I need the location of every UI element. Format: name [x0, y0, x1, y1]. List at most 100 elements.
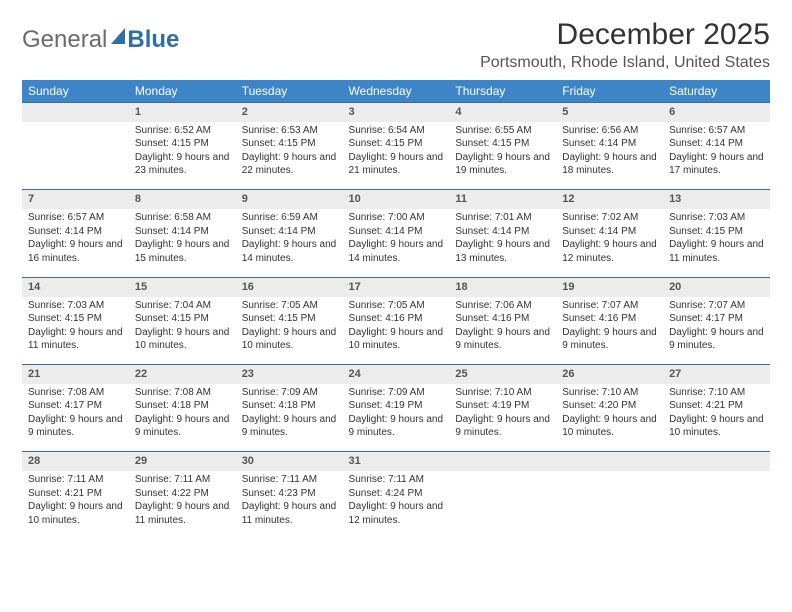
- day-number-cell: 5: [556, 103, 663, 122]
- day-content-cell: Sunrise: 6:58 AMSunset: 4:14 PMDaylight:…: [129, 209, 236, 277]
- week-content-row: Sunrise: 6:52 AMSunset: 4:15 PMDaylight:…: [22, 122, 770, 190]
- day-number-cell: 18: [449, 277, 556, 296]
- day-number-cell: 2: [236, 103, 343, 122]
- daylight-text: Daylight: 9 hours and 9 minutes.: [455, 413, 550, 440]
- day-number-cell: 8: [129, 190, 236, 209]
- day-header: Monday: [129, 80, 236, 103]
- sunset-text: Sunset: 4:15 PM: [349, 137, 444, 151]
- day-content-cell: Sunrise: 7:08 AMSunset: 4:17 PMDaylight:…: [22, 384, 129, 452]
- daylight-text: Daylight: 9 hours and 10 minutes.: [135, 326, 230, 353]
- day-number-cell: 11: [449, 190, 556, 209]
- day-number-cell: 1: [129, 103, 236, 122]
- day-content-cell: Sunrise: 6:57 AMSunset: 4:14 PMDaylight:…: [663, 122, 770, 190]
- week-number-row: 21222324252627: [22, 365, 770, 384]
- sunrise-text: Sunrise: 7:07 AM: [669, 299, 764, 313]
- day-number-cell: 16: [236, 277, 343, 296]
- page-title: December 2025: [480, 18, 770, 52]
- day-header: Saturday: [663, 80, 770, 103]
- sunset-text: Sunset: 4:14 PM: [135, 225, 230, 239]
- sunset-text: Sunset: 4:15 PM: [242, 312, 337, 326]
- sunset-text: Sunset: 4:23 PM: [242, 487, 337, 501]
- sunrise-text: Sunrise: 7:05 AM: [242, 299, 337, 313]
- sunrise-text: Sunrise: 7:10 AM: [455, 386, 550, 400]
- day-content-cell: Sunrise: 6:56 AMSunset: 4:14 PMDaylight:…: [556, 122, 663, 190]
- day-header: Thursday: [449, 80, 556, 103]
- week-number-row: 123456: [22, 103, 770, 122]
- sunset-text: Sunset: 4:15 PM: [135, 312, 230, 326]
- day-number-cell: 21: [22, 365, 129, 384]
- day-content-cell: Sunrise: 7:01 AMSunset: 4:14 PMDaylight:…: [449, 209, 556, 277]
- day-number-cell: [663, 452, 770, 471]
- sunrise-text: Sunrise: 7:07 AM: [562, 299, 657, 313]
- day-number-cell: 27: [663, 365, 770, 384]
- daylight-text: Daylight: 9 hours and 22 minutes.: [242, 151, 337, 178]
- daylight-text: Daylight: 9 hours and 16 minutes.: [28, 238, 123, 265]
- day-number-cell: 9: [236, 190, 343, 209]
- daylight-text: Daylight: 9 hours and 9 minutes.: [28, 413, 123, 440]
- sunrise-text: Sunrise: 7:03 AM: [669, 211, 764, 225]
- sunrise-text: Sunrise: 7:09 AM: [349, 386, 444, 400]
- sunrise-text: Sunrise: 7:06 AM: [455, 299, 550, 313]
- sunset-text: Sunset: 4:19 PM: [455, 399, 550, 413]
- day-number-cell: 3: [343, 103, 450, 122]
- sunrise-text: Sunrise: 7:03 AM: [28, 299, 123, 313]
- sunrise-text: Sunrise: 7:01 AM: [455, 211, 550, 225]
- day-number-cell: 26: [556, 365, 663, 384]
- sunrise-text: Sunrise: 7:11 AM: [135, 473, 230, 487]
- day-content-cell: Sunrise: 6:52 AMSunset: 4:15 PMDaylight:…: [129, 122, 236, 190]
- sunrise-text: Sunrise: 6:52 AM: [135, 124, 230, 138]
- daylight-text: Daylight: 9 hours and 9 minutes.: [669, 326, 764, 353]
- sunset-text: Sunset: 4:15 PM: [28, 312, 123, 326]
- day-content-cell: Sunrise: 6:54 AMSunset: 4:15 PMDaylight:…: [343, 122, 450, 190]
- day-content-cell: Sunrise: 6:59 AMSunset: 4:14 PMDaylight:…: [236, 209, 343, 277]
- sunset-text: Sunset: 4:14 PM: [669, 137, 764, 151]
- sunset-text: Sunset: 4:21 PM: [28, 487, 123, 501]
- day-content-cell: Sunrise: 7:09 AMSunset: 4:18 PMDaylight:…: [236, 384, 343, 452]
- sunset-text: Sunset: 4:15 PM: [135, 137, 230, 151]
- day-number-cell: 6: [663, 103, 770, 122]
- daylight-text: Daylight: 9 hours and 17 minutes.: [669, 151, 764, 178]
- day-content-cell: Sunrise: 7:04 AMSunset: 4:15 PMDaylight:…: [129, 297, 236, 365]
- logo-triangle-icon: [111, 28, 125, 44]
- sunrise-text: Sunrise: 6:58 AM: [135, 211, 230, 225]
- sunrise-text: Sunrise: 6:56 AM: [562, 124, 657, 138]
- day-content-cell: Sunrise: 7:05 AMSunset: 4:15 PMDaylight:…: [236, 297, 343, 365]
- daylight-text: Daylight: 9 hours and 9 minutes.: [455, 326, 550, 353]
- day-number-cell: 22: [129, 365, 236, 384]
- day-number-cell: 25: [449, 365, 556, 384]
- day-content-cell: Sunrise: 6:53 AMSunset: 4:15 PMDaylight:…: [236, 122, 343, 190]
- daylight-text: Daylight: 9 hours and 10 minutes.: [349, 326, 444, 353]
- day-content-cell: Sunrise: 7:05 AMSunset: 4:16 PMDaylight:…: [343, 297, 450, 365]
- sunset-text: Sunset: 4:16 PM: [562, 312, 657, 326]
- calendar-header: SundayMondayTuesdayWednesdayThursdayFrid…: [22, 80, 770, 103]
- day-content-cell: Sunrise: 7:10 AMSunset: 4:19 PMDaylight:…: [449, 384, 556, 452]
- daylight-text: Daylight: 9 hours and 21 minutes.: [349, 151, 444, 178]
- day-number-cell: 15: [129, 277, 236, 296]
- day-number-cell: 19: [556, 277, 663, 296]
- sunrise-text: Sunrise: 7:10 AM: [669, 386, 764, 400]
- sunrise-text: Sunrise: 7:00 AM: [349, 211, 444, 225]
- day-content-cell: Sunrise: 7:10 AMSunset: 4:21 PMDaylight:…: [663, 384, 770, 452]
- sunset-text: Sunset: 4:16 PM: [349, 312, 444, 326]
- daylight-text: Daylight: 9 hours and 11 minutes.: [242, 500, 337, 527]
- daylight-text: Daylight: 9 hours and 10 minutes.: [242, 326, 337, 353]
- week-number-row: 14151617181920: [22, 277, 770, 296]
- week-number-row: 78910111213: [22, 190, 770, 209]
- day-number-cell: 29: [129, 452, 236, 471]
- sunset-text: Sunset: 4:15 PM: [455, 137, 550, 151]
- day-number-cell: 12: [556, 190, 663, 209]
- day-number-cell: 31: [343, 452, 450, 471]
- week-number-row: 28293031: [22, 452, 770, 471]
- day-content-cell: Sunrise: 7:03 AMSunset: 4:15 PMDaylight:…: [22, 297, 129, 365]
- sunset-text: Sunset: 4:15 PM: [669, 225, 764, 239]
- week-content-row: Sunrise: 7:08 AMSunset: 4:17 PMDaylight:…: [22, 384, 770, 452]
- daylight-text: Daylight: 9 hours and 11 minutes.: [28, 326, 123, 353]
- day-number-cell: 4: [449, 103, 556, 122]
- day-content-cell: Sunrise: 7:00 AMSunset: 4:14 PMDaylight:…: [343, 209, 450, 277]
- sunrise-text: Sunrise: 6:54 AM: [349, 124, 444, 138]
- sunset-text: Sunset: 4:21 PM: [669, 399, 764, 413]
- logo-text-blue: Blue: [127, 26, 179, 54]
- sunset-text: Sunset: 4:14 PM: [349, 225, 444, 239]
- day-number-cell: 14: [22, 277, 129, 296]
- day-number-cell: 28: [22, 452, 129, 471]
